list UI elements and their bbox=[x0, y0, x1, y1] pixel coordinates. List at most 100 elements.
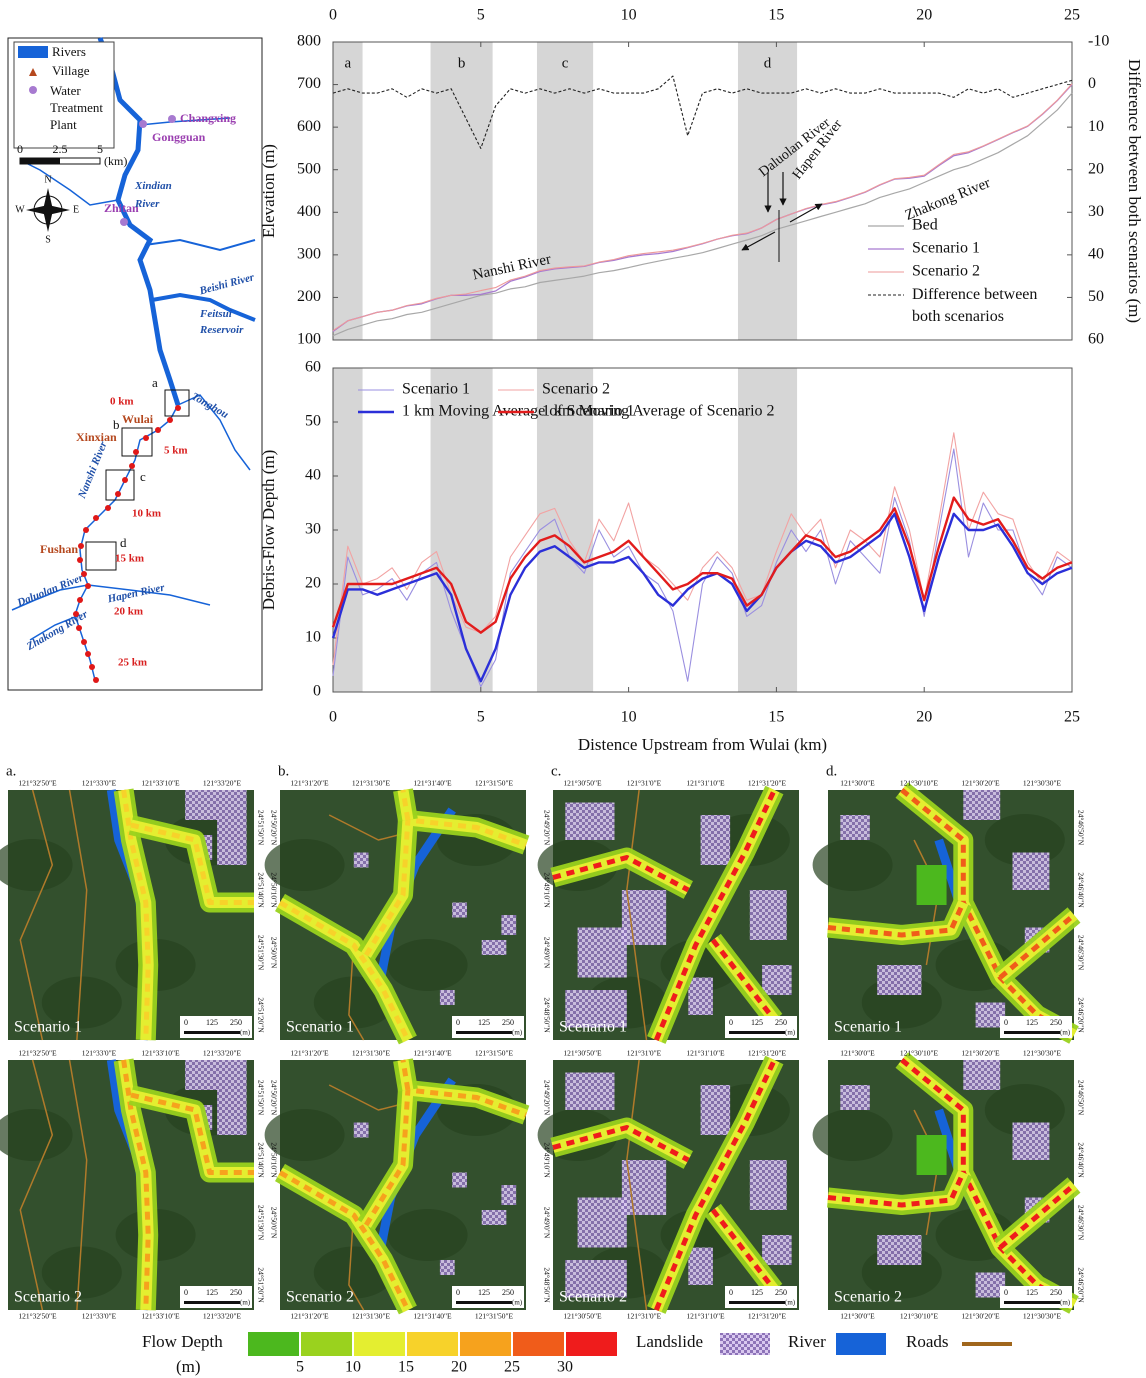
lon-label: 121°31'40"E bbox=[413, 779, 452, 788]
scale-label: (m) bbox=[1060, 1299, 1071, 1307]
scale-bar bbox=[729, 1031, 785, 1034]
compass-label: W bbox=[15, 204, 25, 215]
landslide bbox=[701, 1085, 731, 1135]
landslide bbox=[354, 853, 369, 868]
route-dot bbox=[93, 677, 99, 683]
legend-swatch bbox=[407, 1332, 458, 1356]
x-tick-label: 5 bbox=[477, 7, 485, 24]
scale-label: 125 bbox=[751, 1018, 763, 1027]
lon-label: 121°31'10"E bbox=[686, 1049, 725, 1058]
landslide bbox=[440, 990, 455, 1005]
landslide bbox=[701, 815, 731, 865]
scale-bar bbox=[456, 1301, 512, 1304]
lat-label: 24°51'40"N bbox=[256, 872, 265, 908]
scale-label: (km) bbox=[104, 154, 127, 168]
lon-label: 121°32'50"E bbox=[18, 1049, 57, 1058]
scale-label: 250 bbox=[775, 1288, 787, 1297]
lon-label: 121°30'30"E bbox=[1023, 1049, 1062, 1058]
scenario-label: Scenario 2 bbox=[834, 1289, 902, 1306]
y-tick-label: 600 bbox=[297, 118, 321, 135]
x-tick-label: 25 bbox=[1064, 709, 1080, 726]
terrain bbox=[813, 1109, 893, 1161]
scale-label: 250 bbox=[775, 1018, 787, 1027]
lon-label: 121°31'20"E bbox=[290, 1312, 329, 1321]
lon-label: 121°30'0"E bbox=[840, 1049, 875, 1058]
legend-label: Scenario 1 bbox=[912, 240, 980, 257]
scale-label: 0 bbox=[184, 1288, 188, 1297]
y2-tick-label: 10 bbox=[1088, 118, 1104, 135]
scale-label: 125 bbox=[1026, 1018, 1038, 1027]
scale-label: 0 bbox=[456, 1018, 460, 1027]
lon-label: 121°30'10"E bbox=[900, 779, 939, 788]
y2-tick-label: 30 bbox=[1088, 203, 1104, 220]
scale-label: (m) bbox=[512, 1299, 523, 1307]
lat-label: 24°49'10"N bbox=[542, 872, 551, 908]
terrain bbox=[388, 1209, 468, 1261]
lon-label: 121°31'30"E bbox=[352, 1049, 391, 1058]
lat-label: 24°46'20"N bbox=[1076, 1267, 1085, 1303]
place-label: Fushan bbox=[40, 542, 78, 556]
place-label: Xinxian bbox=[76, 430, 117, 444]
panel-letter: a. bbox=[6, 763, 16, 779]
landslide bbox=[501, 915, 516, 935]
y-tick-label: 300 bbox=[297, 246, 321, 263]
lon-label: 121°31'30"E bbox=[352, 779, 391, 788]
lon-label: 121°33'0"E bbox=[82, 1049, 117, 1058]
lon-label: 121°33'10"E bbox=[141, 1312, 180, 1321]
lat-label: 24°51'50"N bbox=[256, 810, 265, 846]
terrain bbox=[388, 939, 468, 991]
landslide bbox=[185, 790, 247, 820]
lon-label: 121°30'0"E bbox=[840, 779, 875, 788]
lon-label: 121°31'20"E bbox=[290, 779, 329, 788]
scale-label: (m) bbox=[785, 1299, 796, 1307]
route-dot bbox=[85, 651, 91, 657]
legend-swatch bbox=[460, 1332, 511, 1356]
region-label: a bbox=[344, 55, 351, 71]
box-label: b bbox=[113, 417, 120, 432]
place-label: Changxing bbox=[180, 111, 236, 125]
lon-label: 121°31'0"E bbox=[627, 1049, 662, 1058]
landslide bbox=[452, 903, 467, 918]
y-tick-label: 10 bbox=[305, 629, 321, 646]
km-label: 15 km bbox=[115, 553, 144, 565]
route-dot bbox=[105, 505, 111, 511]
place-label: Wulai bbox=[122, 412, 154, 426]
x-tick-label: 0 bbox=[329, 7, 337, 24]
scale-label: 250 bbox=[1050, 1288, 1062, 1297]
compass-label: N bbox=[44, 174, 51, 185]
scale-bar bbox=[729, 1301, 785, 1304]
km-label: 25 km bbox=[118, 657, 147, 669]
scale-bar bbox=[184, 1301, 240, 1304]
legend-label: Scenario 2 bbox=[542, 381, 610, 398]
route-dot bbox=[77, 557, 83, 563]
legend-swatch bbox=[248, 1332, 299, 1356]
scale-label: 250 bbox=[502, 1018, 514, 1027]
landslide bbox=[1013, 1123, 1050, 1161]
lon-label: 121°30'30"E bbox=[1023, 779, 1062, 788]
lon-label: 121°31'40"E bbox=[413, 1049, 452, 1058]
x-tick-label: 15 bbox=[768, 7, 784, 24]
lon-label: 121°30'10"E bbox=[900, 1312, 939, 1321]
scale-label: 250 bbox=[230, 1288, 242, 1297]
map-panels: a. Scenario 1 0 125 250 (m) 121°32'50"E 121°33'… bbox=[0, 763, 1085, 1320]
scenario-label: Scenario 1 bbox=[14, 1019, 82, 1036]
landslide bbox=[482, 940, 507, 955]
lon-label: 121°30'20"E bbox=[961, 1312, 1000, 1321]
legend-break: 10 bbox=[345, 1359, 361, 1376]
route-dot bbox=[93, 515, 99, 521]
y-tick-label: 40 bbox=[305, 467, 321, 484]
lon-label: 121°31'10"E bbox=[686, 1312, 725, 1321]
landslide bbox=[578, 928, 627, 978]
scale-label: (m) bbox=[240, 1029, 251, 1037]
legend-label: Difference betweenboth scenarios bbox=[912, 286, 1037, 325]
km-label: 5 km bbox=[164, 445, 188, 457]
lat-label: 24°46'50"N bbox=[1076, 1080, 1085, 1116]
route-dot bbox=[143, 435, 149, 441]
shaded-region bbox=[333, 42, 363, 340]
km-label: 10 km bbox=[132, 508, 161, 520]
legend-swatch bbox=[566, 1332, 617, 1356]
lon-label: 121°31'50"E bbox=[475, 779, 514, 788]
scale-label: 250 bbox=[1050, 1018, 1062, 1027]
scenario-label: Scenario 2 bbox=[14, 1289, 82, 1306]
lat-label: 24°50'20"N bbox=[269, 810, 278, 846]
